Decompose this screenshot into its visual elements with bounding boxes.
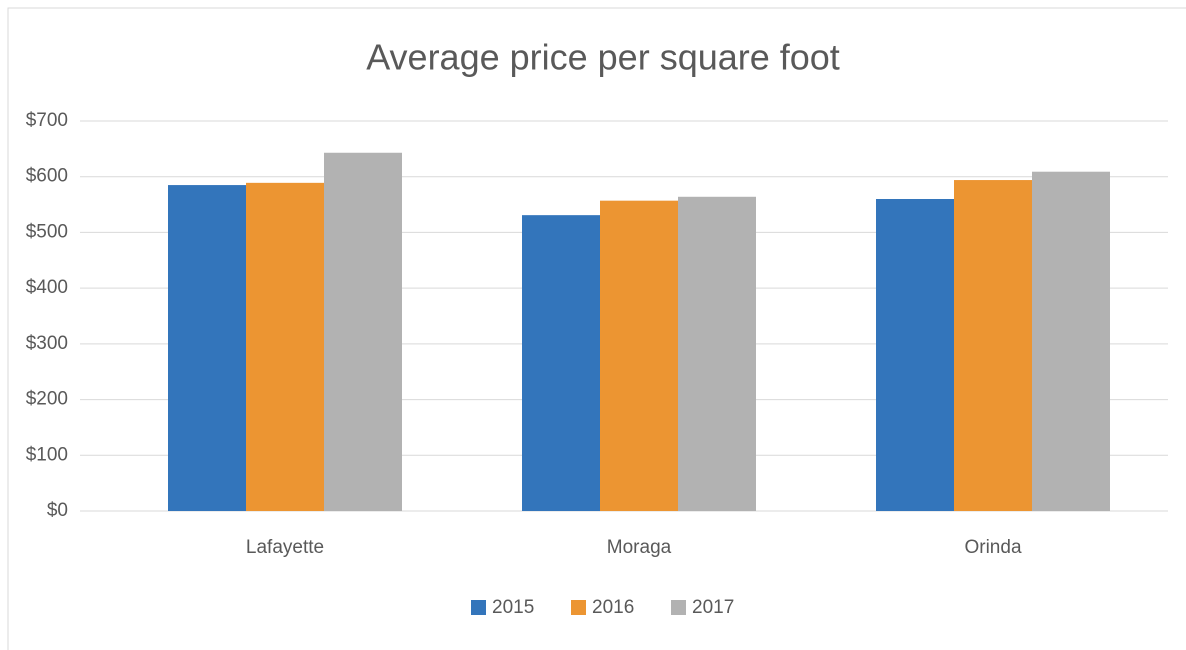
x-tick-label: Orinda [964,537,1021,558]
bar [168,185,246,512]
y-tick-label: $300 [26,333,68,354]
y-tick-label: $0 [47,500,68,521]
y-tick-label: $400 [26,277,68,298]
bar [876,199,954,511]
x-tick-label: Moraga [607,537,672,558]
y-tick-label: $600 [26,166,68,187]
bar [954,180,1032,512]
y-tick-label: $100 [26,444,68,465]
y-tick-label: $200 [26,389,68,410]
bar [678,196,756,511]
legend-swatch [671,600,686,615]
legend-label: 2017 [692,597,734,618]
legend-label: 2015 [492,597,534,618]
y-tick-label: $500 [26,221,68,242]
bar [522,215,600,511]
legend-swatch [571,600,586,615]
bar [246,182,324,512]
bar [324,152,402,511]
legend-label: 2016 [592,597,634,618]
chart-title: Average price per square foot [366,37,840,78]
y-tick-label: $700 [26,110,68,131]
legend-swatch [471,600,486,615]
bar [600,200,678,511]
bar [1032,171,1110,511]
x-tick-label: Lafayette [246,537,324,558]
